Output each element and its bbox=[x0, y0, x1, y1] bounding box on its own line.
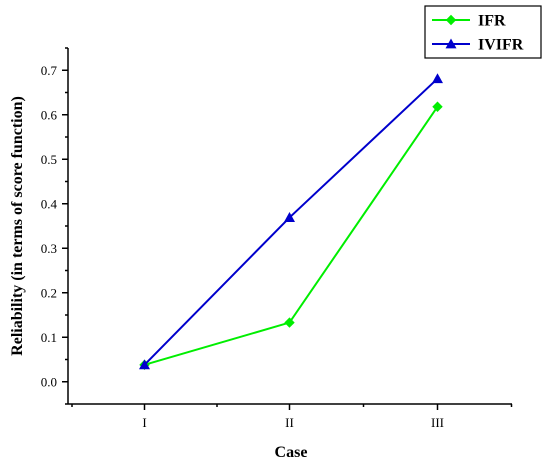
data-point-ifr bbox=[284, 317, 295, 328]
x-tick-label: II bbox=[285, 415, 294, 430]
series-ivifr bbox=[139, 73, 443, 370]
x-tick-label: I bbox=[142, 415, 146, 430]
y-tick-label: 0.0 bbox=[41, 374, 57, 389]
legend-marker-ivifr bbox=[445, 38, 457, 49]
y-tick-label: 0.1 bbox=[41, 330, 57, 345]
y-tick-label: 0.2 bbox=[41, 285, 57, 300]
legend-label-ivifr: IVIFR bbox=[478, 37, 524, 54]
x-axis-title: Case bbox=[275, 444, 308, 461]
legend-marker-ifr bbox=[445, 14, 457, 26]
legend-label-ifr: IFR bbox=[478, 13, 506, 30]
series-ifr bbox=[139, 101, 443, 371]
legend-box bbox=[424, 5, 542, 59]
data-point-ifr bbox=[432, 101, 443, 112]
axes bbox=[67, 48, 512, 405]
x-tick-label: III bbox=[431, 415, 444, 430]
data-point-ivifr bbox=[432, 73, 443, 84]
legend: IFR IVIFR bbox=[424, 5, 542, 59]
y-tick-label: 0.7 bbox=[41, 63, 58, 78]
data-point-ivifr bbox=[284, 212, 295, 222]
y-axis-title: Reliability (in terms of score function) bbox=[9, 96, 26, 356]
y-axis-ticks: 0.0 0.1 0.2 0.3 0.4 0.5 0.6 0.7 bbox=[41, 47, 68, 405]
series-layer bbox=[139, 73, 443, 371]
data-point-ivifr bbox=[139, 359, 150, 370]
y-tick-label: 0.5 bbox=[41, 152, 57, 167]
x-axis-ticks: I II III bbox=[71, 404, 513, 430]
y-tick-label: 0.3 bbox=[41, 241, 57, 256]
y-tick-label: 0.4 bbox=[41, 196, 58, 211]
y-tick-label: 0.6 bbox=[41, 107, 58, 122]
